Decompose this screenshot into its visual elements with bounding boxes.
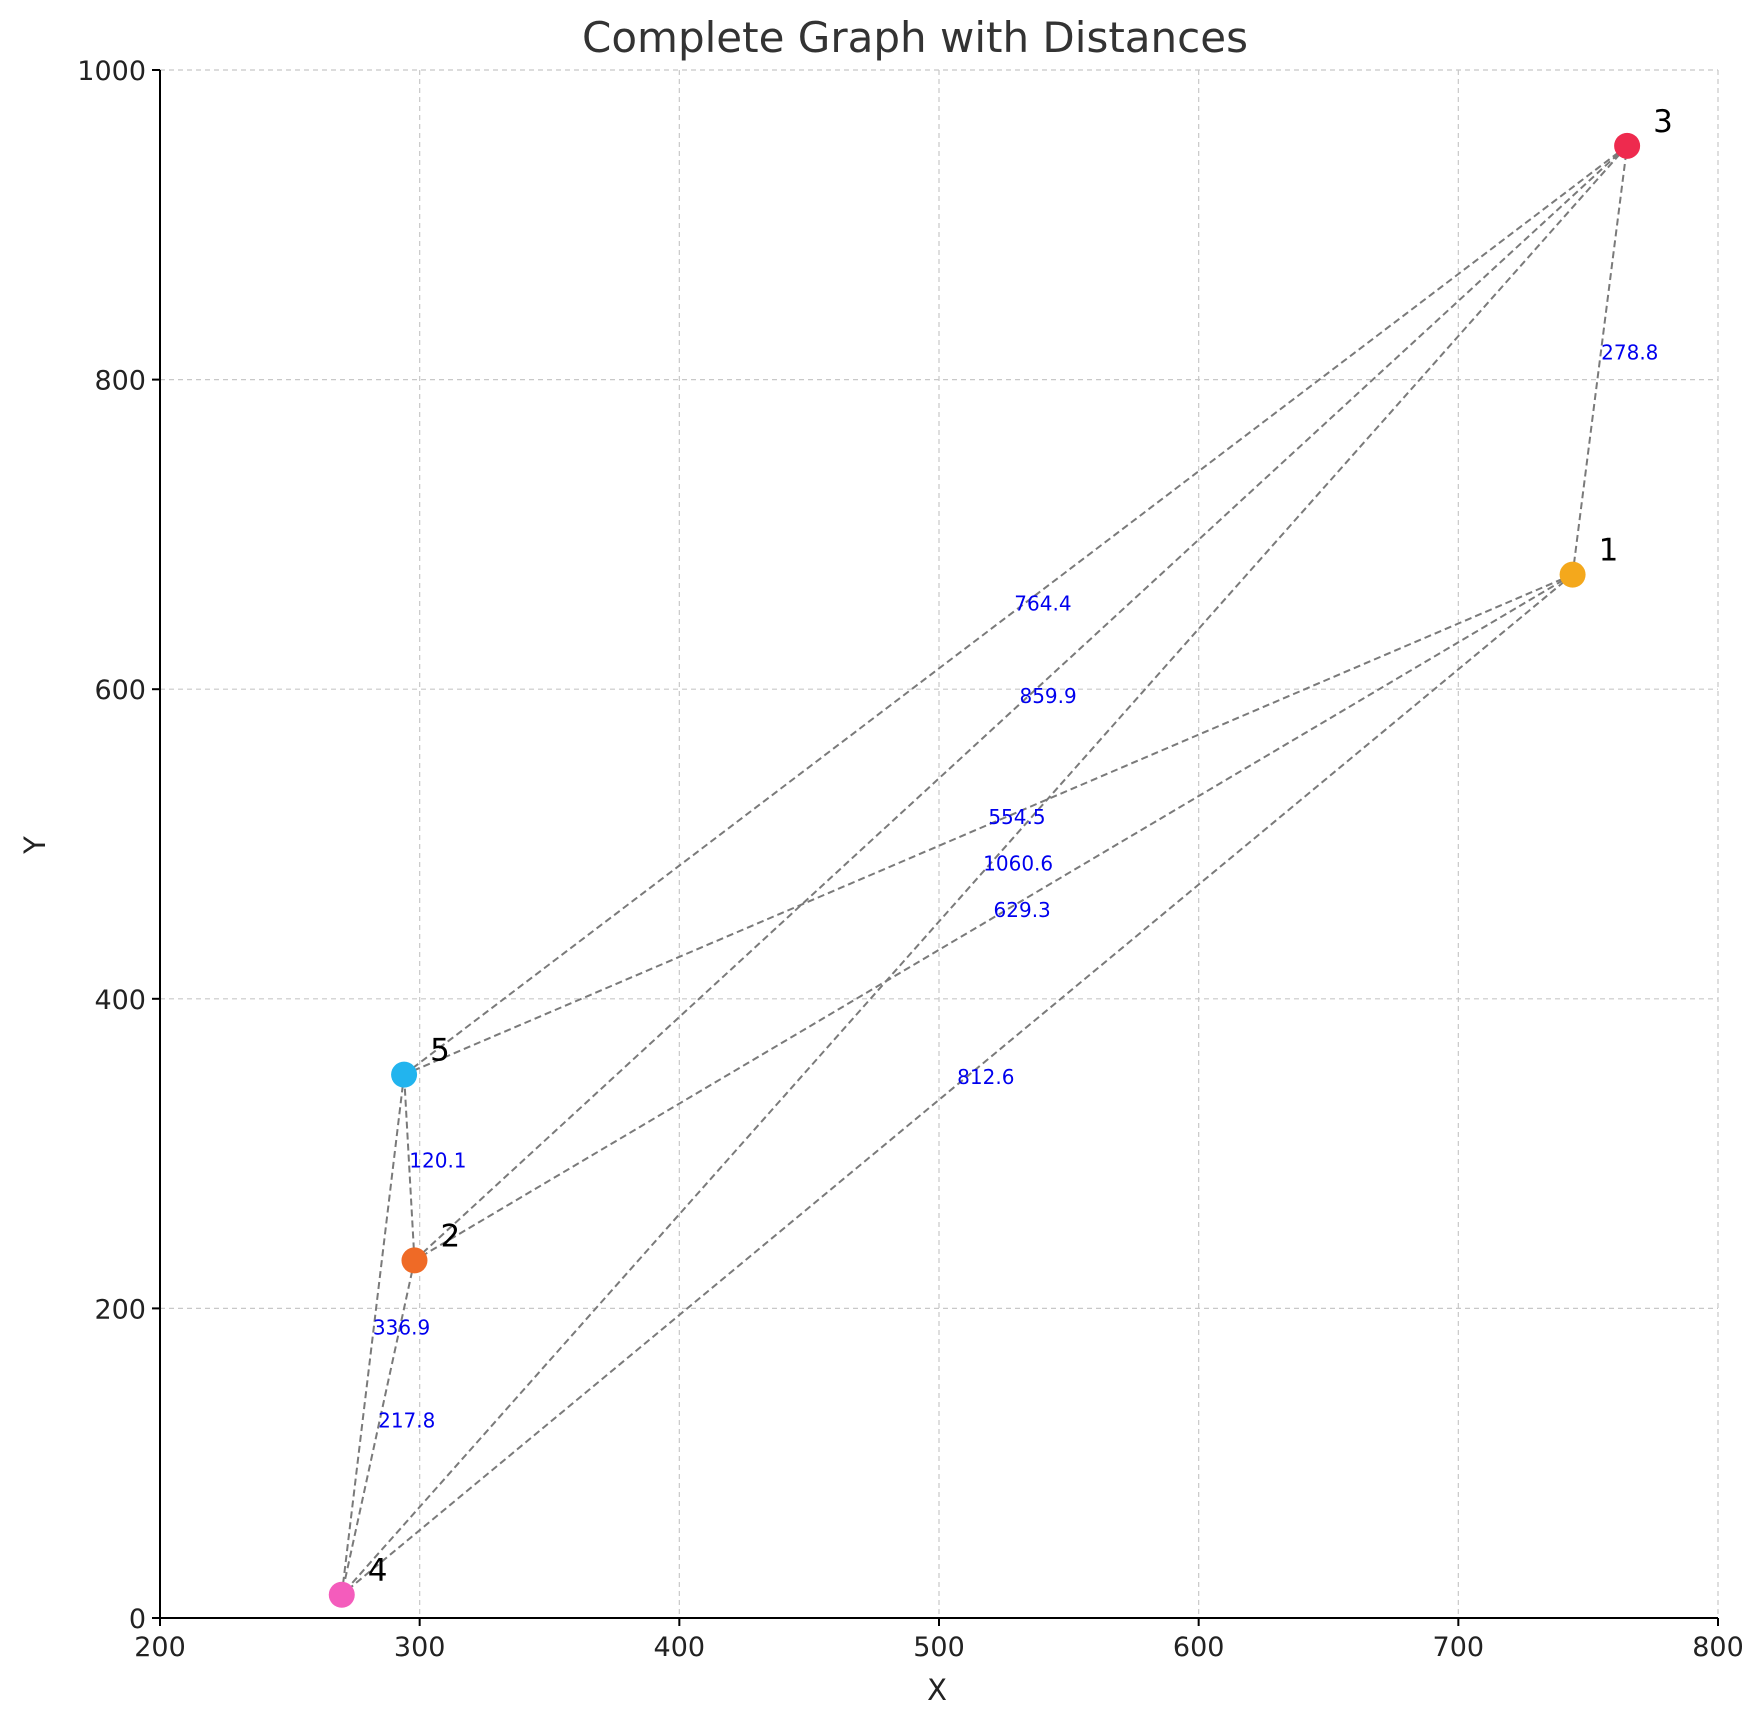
x-tick-label: 800 — [1692, 1632, 1744, 1663]
node-label-5: 5 — [430, 1033, 450, 1069]
node-label-4: 4 — [368, 1553, 388, 1589]
x-tick-label: 600 — [1173, 1632, 1225, 1663]
edge-label-3-5: 764.4 — [1014, 591, 1071, 615]
edge-label-1-5: 554.5 — [988, 805, 1045, 829]
y-tick-label: 1000 — [77, 56, 146, 87]
y-tick-label: 200 — [94, 1294, 146, 1325]
y-axis-label: Y — [18, 836, 52, 855]
y-tick-label: 800 — [94, 366, 146, 397]
node-4 — [328, 1581, 355, 1608]
edges — [340, 145, 1629, 1596]
x-tick-label: 400 — [654, 1632, 706, 1663]
y-tick-label: 0 — [129, 1604, 146, 1635]
node-1 — [1559, 561, 1586, 588]
edge-2-5 — [403, 1074, 416, 1261]
node-label-1: 1 — [1599, 533, 1619, 569]
edge-label-2-5: 120.1 — [409, 1149, 466, 1173]
chart-title: Complete Graph with Distances — [582, 13, 1248, 62]
edge-label-1-2: 629.3 — [994, 898, 1051, 922]
nodes — [328, 132, 1641, 1608]
x-tick-label: 300 — [394, 1632, 446, 1663]
grid — [160, 69, 1719, 1618]
edge-label-1-3: 278.8 — [1601, 340, 1658, 364]
edge-1-3 — [1571, 145, 1629, 575]
node-5 — [391, 1061, 418, 1088]
edge-label-3-4: 1060.6 — [983, 851, 1053, 875]
x-tick-label: 700 — [1433, 1632, 1485, 1663]
edge-labels: 278.8 554.5 629.3 812.6 120.1 859.9 217.8 764.4… — [373, 340, 1658, 1432]
node-2 — [401, 1247, 428, 1274]
edge-label-1-4: 812.6 — [957, 1065, 1014, 1089]
node-label-2: 2 — [440, 1218, 460, 1254]
node-label-3: 3 — [1653, 104, 1673, 140]
edge-1-2 — [413, 573, 1574, 1262]
edge-2-4 — [340, 1260, 416, 1595]
node-labels: 1 2 3 4 5 — [368, 104, 1673, 1589]
edge-3-5 — [403, 145, 1628, 1076]
edge-3-4 — [341, 145, 1628, 1596]
edge-1-4 — [341, 573, 1574, 1596]
x-axis-label: X — [927, 1673, 947, 1707]
y-tick-label: 600 — [94, 675, 146, 706]
x-tick-label: 200 — [134, 1632, 186, 1663]
edge-label-2-3: 859.9 — [1019, 684, 1076, 708]
y-tick-label: 400 — [94, 985, 146, 1016]
edge-label-2-4: 217.8 — [378, 1409, 435, 1433]
edge-1-5 — [403, 573, 1573, 1076]
edge-label-4-5: 336.9 — [373, 1316, 430, 1340]
node-3 — [1614, 132, 1641, 159]
x-tick-label: 500 — [913, 1632, 965, 1663]
